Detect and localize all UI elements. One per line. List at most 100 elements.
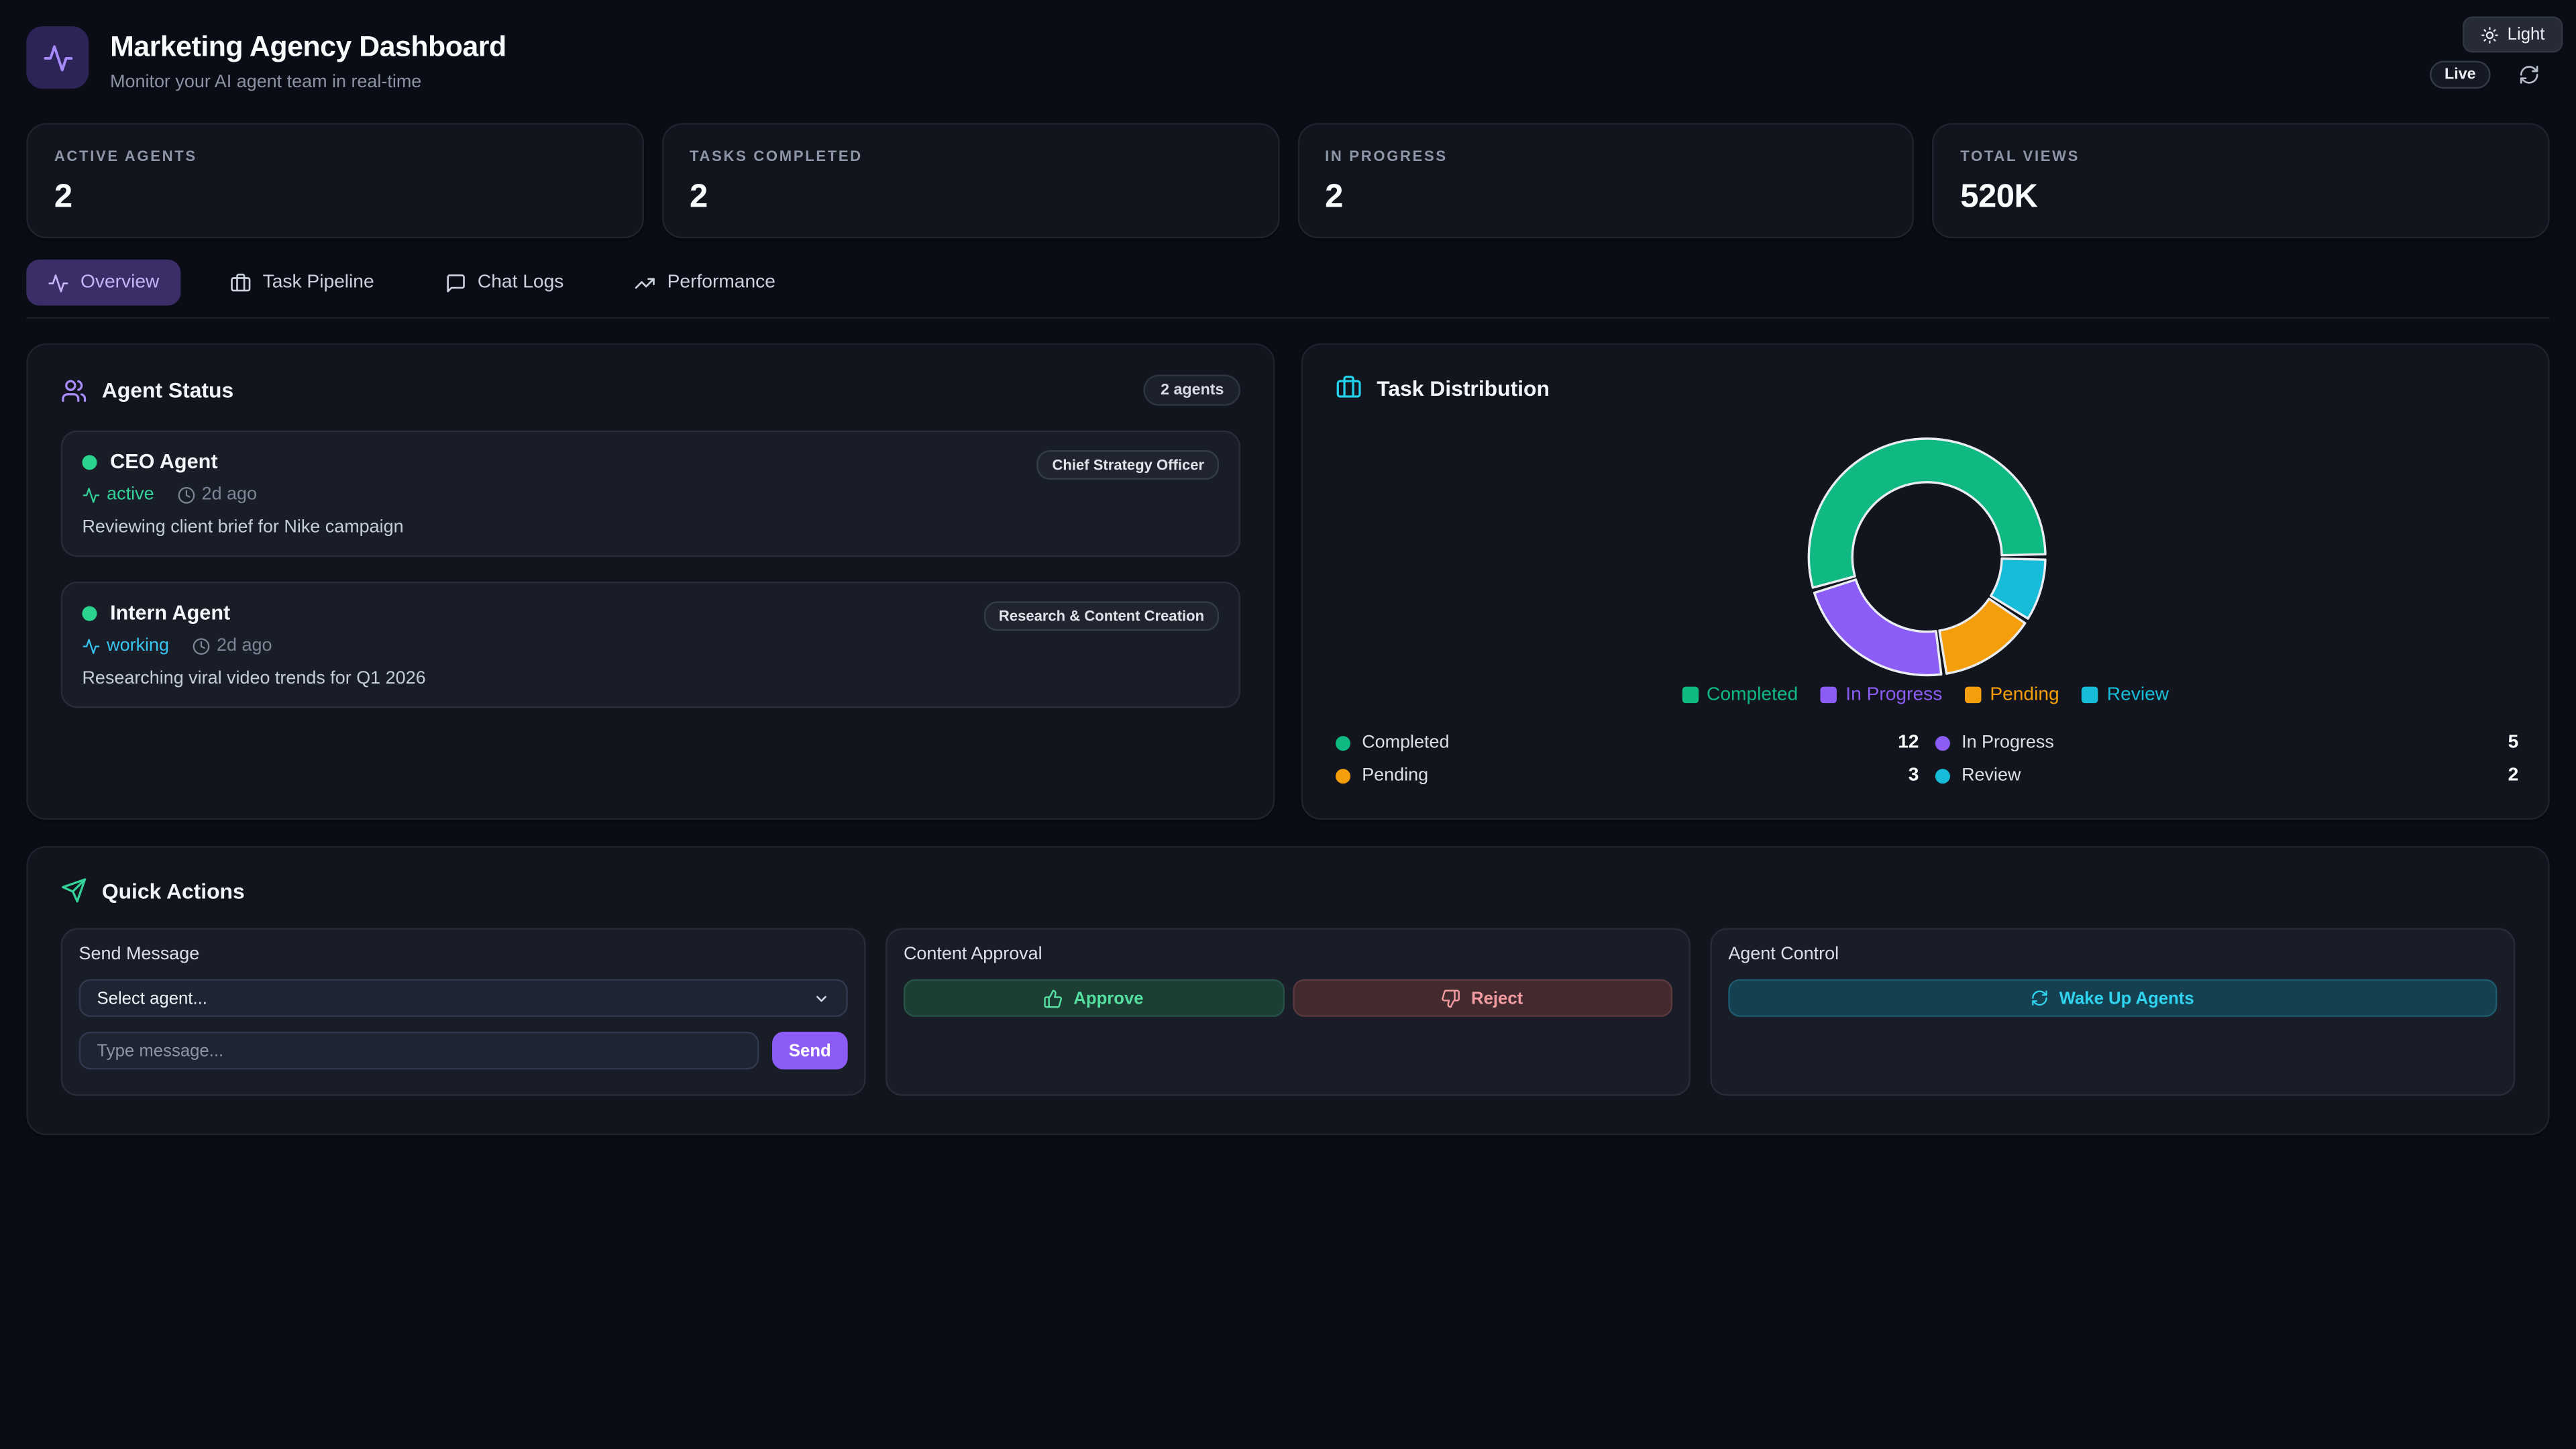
agent-name: CEO Agent bbox=[110, 450, 218, 474]
users-icon bbox=[62, 379, 87, 401]
legend-label: Review bbox=[2106, 685, 2169, 705]
agent-header-row: CEO Agent Chief Strategy Officer bbox=[82, 450, 1220, 480]
stat-value: 520K bbox=[1960, 178, 2038, 215]
tab-performance[interactable]: Performance bbox=[613, 260, 797, 306]
task-count-value: 3 bbox=[1908, 765, 1919, 786]
quick-actions-row: Send Message Select agent... Send Conten… bbox=[60, 928, 2516, 1096]
stat-value: 2 bbox=[54, 178, 72, 215]
sun-icon bbox=[2481, 26, 2499, 43]
content-approval-label: Content Approval bbox=[903, 945, 1042, 965]
quick-actions-panel: Quick Actions Send Message Select agent.… bbox=[26, 846, 2550, 1136]
agent-select-value: Select agent... bbox=[97, 988, 207, 1008]
reject-label: Reject bbox=[1471, 988, 1523, 1008]
tab-overview[interactable]: Overview bbox=[26, 259, 181, 306]
stat-label: TOTAL VIEWS bbox=[1960, 148, 2080, 164]
agent-current-task: Researching viral video trends for Q1 20… bbox=[82, 668, 426, 689]
stat-value: 2 bbox=[689, 178, 708, 215]
task-distribution-donut bbox=[1807, 437, 2047, 677]
trending-up-icon bbox=[635, 277, 655, 288]
donut-slice-pending bbox=[1938, 597, 2027, 675]
stat-label: IN PROGRESS bbox=[1325, 148, 1448, 164]
quick-actions-header: Quick Actions bbox=[61, 877, 2516, 904]
task-count-label: Completed bbox=[1362, 733, 1450, 753]
tab-bar: Overview Task Pipeline Chat Logs Perform… bbox=[26, 259, 2550, 306]
live-badge: Live bbox=[2430, 60, 2491, 89]
legend-label: Completed bbox=[1707, 685, 1799, 705]
message-row: Send bbox=[78, 1031, 848, 1070]
stat-label: ACTIVE AGENTS bbox=[54, 148, 197, 164]
panel-title: Agent Status bbox=[101, 378, 234, 402]
stats-row: ACTIVE AGENTS 2 TASKS COMPLETED 2 IN PRO… bbox=[26, 123, 2550, 239]
tab-chat-logs[interactable]: Chat Logs bbox=[423, 260, 585, 306]
theme-toggle-label: Light bbox=[2507, 24, 2545, 45]
activity-icon bbox=[83, 638, 100, 653]
agent-card-ceo[interactable]: CEO Agent Chief Strategy Officer active … bbox=[60, 430, 1240, 557]
title-block: Marketing Agency Dashboard Monitor your … bbox=[110, 26, 506, 92]
legend-item-review: Review bbox=[2082, 685, 2169, 705]
agent-meta-row: working 2d ago bbox=[82, 636, 1219, 655]
agent-header-row: Intern Agent Research & Content Creation bbox=[82, 601, 1220, 631]
agent-status-chip: working bbox=[82, 636, 169, 655]
task-count-review: Review 2 bbox=[1935, 765, 2518, 786]
wake-up-agents-label: Wake Up Agents bbox=[2059, 988, 2194, 1008]
send-icon bbox=[62, 878, 87, 903]
tab-label: Task Pipeline bbox=[262, 272, 374, 292]
refresh-button[interactable] bbox=[2518, 64, 2540, 86]
legend-item-in-progress: In Progress bbox=[1821, 685, 1943, 705]
tab-task-pipeline[interactable]: Task Pipeline bbox=[209, 260, 396, 306]
agent-count-badge: 2 agents bbox=[1144, 374, 1240, 406]
agent-meta-row: active 2d ago bbox=[82, 484, 1219, 504]
send-message-card: Send Message Select agent... Send bbox=[60, 928, 866, 1096]
approve-button[interactable]: Approve bbox=[903, 979, 1284, 1017]
legend-swatch bbox=[2082, 686, 2099, 704]
status-dot bbox=[1935, 735, 1950, 750]
task-counts-grid: Completed 12 In Progress 5 Pending 3 Rev… bbox=[1336, 733, 2518, 786]
agent-control-label: Agent Control bbox=[1728, 945, 1839, 965]
reject-button[interactable]: Reject bbox=[1292, 979, 1673, 1017]
task-distribution-header: Task Distribution bbox=[1336, 374, 2515, 400]
status-dot bbox=[1935, 767, 1950, 783]
content-approval-card: Content Approval Approve Reject bbox=[885, 928, 1690, 1096]
agent-status-chip: active bbox=[82, 484, 154, 504]
agent-last-active-text: 2d ago bbox=[201, 484, 258, 504]
tab-label: Chat Logs bbox=[477, 272, 564, 292]
message-square-icon bbox=[446, 273, 465, 292]
stat-card-active-agents: ACTIVE AGENTS 2 bbox=[26, 123, 644, 239]
agent-card-intern[interactable]: Intern Agent Research & Content Creation… bbox=[60, 581, 1240, 708]
donut-slice-review bbox=[1990, 557, 2047, 620]
task-count-value: 12 bbox=[1898, 733, 1919, 753]
status-dot bbox=[1336, 735, 1351, 750]
legend-label: In Progress bbox=[1845, 685, 1943, 705]
agent-name: Intern Agent bbox=[110, 601, 231, 625]
clock-icon bbox=[193, 637, 210, 654]
stat-card-tasks-completed: TASKS COMPLETED 2 bbox=[661, 123, 1279, 239]
agent-role-badge: Chief Strategy Officer bbox=[1037, 450, 1220, 480]
agent-status-text: active bbox=[107, 484, 154, 504]
stat-card-in-progress: IN PROGRESS 2 bbox=[1297, 123, 1915, 239]
agent-select[interactable]: Select agent... bbox=[78, 979, 848, 1017]
task-count-label: Pending bbox=[1362, 765, 1429, 786]
legend-swatch bbox=[1821, 686, 1838, 704]
topbar: Marketing Agency Dashboard Monitor your … bbox=[0, 0, 2576, 123]
agent-status-header: Agent Status 2 agents bbox=[61, 374, 1240, 406]
online-status-dot bbox=[82, 605, 97, 621]
donut-legend: Completed In Progress Pending Review bbox=[1303, 685, 2548, 705]
message-input[interactable] bbox=[78, 1031, 759, 1070]
donut-slice-in-progress bbox=[1813, 578, 1943, 677]
activity-icon bbox=[83, 486, 100, 502]
donut-slice-completed bbox=[1807, 437, 2047, 589]
task-count-in-progress: In Progress 5 bbox=[1935, 733, 2518, 753]
tabs-divider bbox=[26, 317, 2550, 319]
task-count-completed: Completed 12 bbox=[1336, 733, 1919, 753]
activity-icon bbox=[48, 273, 68, 292]
task-distribution-panel: Task Distribution Completed In Progress … bbox=[1301, 343, 2550, 820]
page-title: Marketing Agency Dashboard bbox=[110, 30, 506, 63]
refresh-icon bbox=[2033, 990, 2048, 1006]
tab-label: Overview bbox=[80, 272, 160, 292]
wake-up-agents-button[interactable]: Wake Up Agents bbox=[1728, 979, 2498, 1017]
online-status-dot bbox=[82, 454, 97, 470]
send-button[interactable]: Send bbox=[772, 1031, 848, 1070]
task-count-label: Review bbox=[1962, 765, 2021, 786]
stat-value: 2 bbox=[1325, 178, 1343, 215]
theme-toggle-button[interactable]: Light bbox=[2463, 16, 2563, 53]
